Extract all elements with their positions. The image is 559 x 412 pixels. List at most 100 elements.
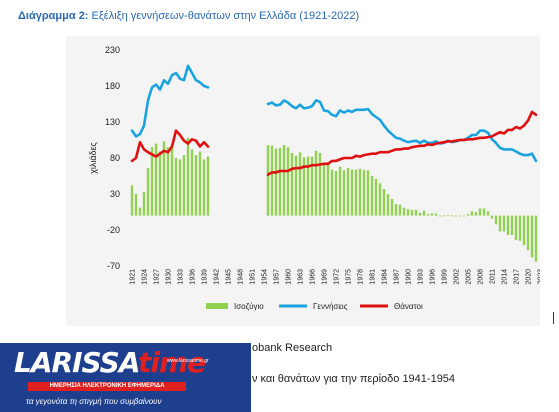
x-tick-label: 1984 bbox=[382, 269, 389, 285]
balance-bar bbox=[370, 176, 374, 216]
x-tick-label: 1942 bbox=[214, 269, 221, 285]
balance-bar bbox=[146, 168, 150, 216]
x-tick-label: 1981 bbox=[370, 269, 377, 285]
balance-bar bbox=[182, 155, 186, 216]
balance-bar bbox=[290, 152, 294, 216]
x-tick-label: 1996 bbox=[430, 269, 437, 285]
larissatime-logo[interactable]: LARISSAtime www.larissatime.gr ΗΜΕΡΗΣΙΑ … bbox=[0, 343, 251, 412]
x-tick-label: 2023 bbox=[538, 269, 541, 285]
x-tick-label: 2014 bbox=[502, 269, 509, 285]
balance-bar bbox=[454, 215, 458, 217]
balance-bar bbox=[278, 147, 282, 216]
balance-bar bbox=[178, 159, 182, 216]
caption-text: ν και θανάτων για την περίοδο 1941-1954 bbox=[252, 373, 456, 385]
balance-bar bbox=[322, 162, 326, 216]
balance-bar bbox=[346, 168, 350, 216]
balance-bar bbox=[438, 215, 442, 217]
balance-bar bbox=[482, 208, 486, 216]
balance-bar bbox=[422, 210, 426, 216]
balance-bar bbox=[134, 194, 138, 216]
balance-bar bbox=[470, 211, 474, 216]
balance-bar bbox=[494, 215, 498, 225]
balance-bar bbox=[170, 144, 174, 216]
x-tick-label: 1969 bbox=[322, 269, 329, 285]
balance-bar bbox=[530, 215, 534, 258]
chart-title: Διάγραμμα 2: Εξέλιξη γεννήσεων-θανάτων σ… bbox=[18, 10, 359, 22]
title-text: Εξέλιξη γεννήσεων-θανάτων στην Ελλάδα (1… bbox=[91, 10, 360, 22]
y-tick-label: 180 bbox=[105, 81, 120, 91]
legend-label: Θάνατοι bbox=[394, 302, 423, 311]
x-tick-label: 1963 bbox=[298, 269, 305, 285]
balance-bar bbox=[430, 213, 434, 216]
balance-bar bbox=[418, 212, 422, 216]
balance-bar bbox=[522, 215, 526, 246]
chart-area: 230 180 130 80 30 -20 -70 χιλιάδες 1921 1924 1927 1… bbox=[66, 36, 540, 326]
chart-svg: 230 180 130 80 30 -20 -70 χιλιάδες 1921 1924 1927 1… bbox=[88, 45, 541, 311]
x-tick-label: 1936 bbox=[190, 269, 197, 285]
x-tick-label: 1957 bbox=[274, 269, 281, 285]
balance-bar bbox=[502, 215, 506, 232]
y-tick-label: 130 bbox=[105, 117, 120, 127]
balance-bar bbox=[426, 214, 430, 216]
y-tick-label: 80 bbox=[110, 153, 120, 163]
balance-bar bbox=[406, 209, 410, 216]
y-axis-label: χιλιάδες bbox=[88, 141, 98, 173]
x-tick-label: 2020 bbox=[526, 269, 533, 285]
x-tick-label: 2008 bbox=[478, 269, 485, 285]
balance-bar bbox=[378, 183, 382, 216]
x-tick-label: 1954 bbox=[262, 269, 269, 285]
legend-swatch bbox=[206, 303, 228, 309]
x-tick-label: 1948 bbox=[238, 269, 245, 285]
balance-bar bbox=[298, 152, 302, 216]
balance-bar bbox=[486, 211, 490, 216]
x-tick-label: 2002 bbox=[454, 269, 461, 285]
legend-label: Ισοζύγιο bbox=[234, 302, 264, 311]
x-tick-label: 1945 bbox=[226, 269, 233, 285]
logo-url: www.larissatime.gr bbox=[167, 358, 209, 364]
balance-bar bbox=[398, 204, 402, 216]
logo-slogan: τα γεγονότα τη στιγμή που συμβαίνουν bbox=[26, 397, 162, 406]
balance-bar bbox=[330, 169, 334, 216]
x-tick-label: 1975 bbox=[346, 269, 353, 285]
x-tick-label: 1921 bbox=[130, 269, 137, 285]
balance-bar bbox=[390, 199, 394, 216]
balance-bar bbox=[394, 204, 398, 216]
balance-bar bbox=[286, 147, 290, 216]
y-tick-label: -20 bbox=[107, 225, 120, 235]
logo-brand-mid: ARISSA bbox=[30, 346, 139, 379]
deaths-line bbox=[266, 110, 538, 176]
balance-bar bbox=[162, 141, 166, 216]
balance-bar bbox=[402, 207, 406, 216]
balance-bar bbox=[446, 214, 450, 216]
balance-bar bbox=[166, 147, 170, 216]
balance-bar bbox=[362, 170, 366, 216]
balance-bar bbox=[318, 152, 322, 216]
balance-bar bbox=[266, 145, 270, 216]
x-tick-label: 2017 bbox=[514, 269, 521, 285]
balance-bar bbox=[302, 157, 306, 216]
x-tick-label: 1939 bbox=[202, 269, 209, 285]
balance-bar bbox=[366, 170, 370, 216]
births-line bbox=[266, 99, 538, 163]
balance-bar bbox=[202, 159, 206, 216]
balance-bar bbox=[498, 215, 502, 232]
balance-bar bbox=[514, 215, 518, 241]
balance-bar bbox=[478, 208, 482, 216]
balance-bar bbox=[198, 151, 202, 216]
x-tick-label: 2005 bbox=[466, 269, 473, 285]
balance-bar bbox=[150, 147, 154, 216]
balance-bar bbox=[382, 188, 386, 216]
balance-bar bbox=[174, 158, 178, 216]
balance-bar bbox=[458, 215, 462, 217]
balance-bar bbox=[194, 155, 198, 216]
balance-bar bbox=[442, 215, 446, 217]
balance-bar bbox=[158, 151, 162, 216]
balance-bar bbox=[434, 213, 438, 216]
balance-bar bbox=[358, 168, 362, 216]
logo-brand-time: time bbox=[137, 346, 206, 379]
x-tick-label: 1966 bbox=[310, 269, 317, 285]
balance-bar bbox=[206, 156, 210, 216]
balance-bar bbox=[534, 215, 538, 262]
logo-wordmark: LARISSAtime bbox=[14, 346, 206, 379]
